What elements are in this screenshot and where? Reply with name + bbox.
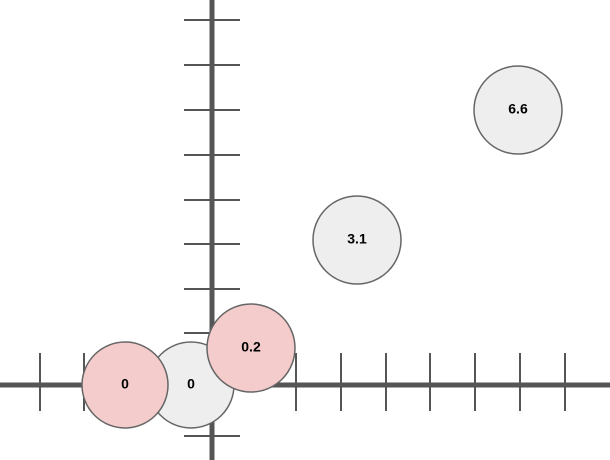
node-circle [206,303,296,393]
node: 0 [81,341,169,429]
node-label: 0.2 [241,339,261,355]
node: 0.2 [206,303,296,393]
node-label: 0 [121,376,129,392]
node: 6.6 [473,65,563,155]
node-label: 0 [187,376,195,392]
node-circle [312,195,402,285]
node-circle [473,65,563,155]
node: 3.1 [312,195,402,285]
node-label: 6.6 [508,101,528,117]
node-label: 3.1 [347,231,367,247]
node-circle [81,341,169,429]
